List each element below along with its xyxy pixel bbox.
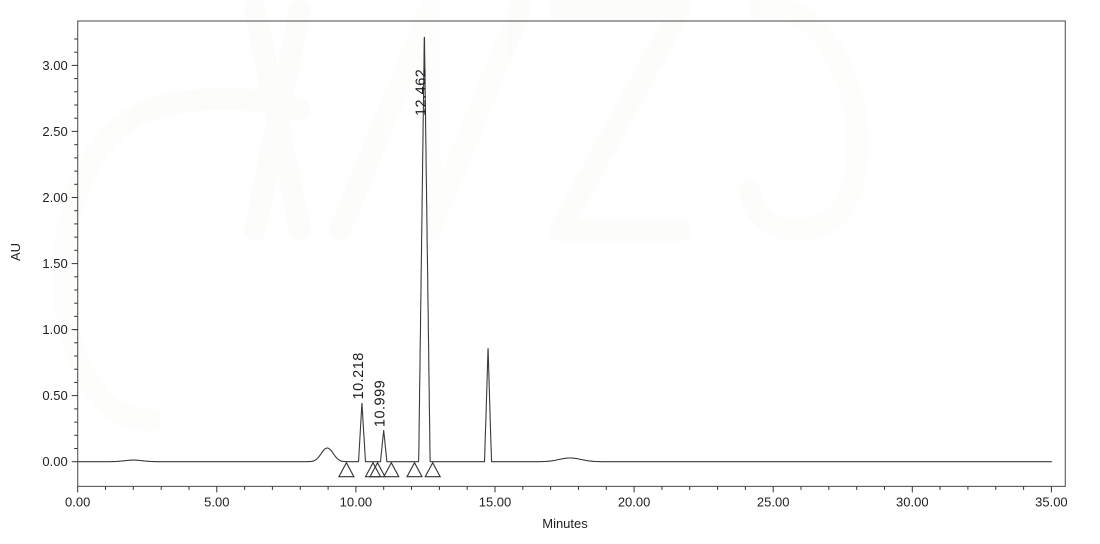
svg-text:5.00: 5.00 — [204, 494, 229, 509]
svg-text:0.00: 0.00 — [65, 494, 90, 509]
svg-text:Minutes: Minutes — [542, 516, 588, 531]
svg-text:2.50: 2.50 — [42, 124, 67, 139]
svg-text:30.00: 30.00 — [896, 494, 929, 509]
svg-text:12.462: 12.462 — [413, 69, 429, 116]
svg-text:2.00: 2.00 — [42, 190, 67, 205]
svg-text:35.00: 35.00 — [1035, 494, 1068, 509]
svg-text:0.50: 0.50 — [42, 388, 67, 403]
svg-text:25.00: 25.00 — [757, 494, 790, 509]
svg-text:10.999: 10.999 — [373, 380, 389, 427]
svg-text:AU: AU — [8, 243, 23, 261]
svg-text:1.50: 1.50 — [42, 256, 67, 271]
svg-text:10.00: 10.00 — [340, 494, 373, 509]
svg-text:10.218: 10.218 — [351, 352, 367, 399]
svg-text:15.00: 15.00 — [479, 494, 512, 509]
svg-text:1.00: 1.00 — [42, 322, 67, 337]
svg-text:3.00: 3.00 — [42, 58, 67, 73]
svg-text:0.00: 0.00 — [42, 454, 67, 469]
svg-text:20.00: 20.00 — [618, 494, 651, 509]
